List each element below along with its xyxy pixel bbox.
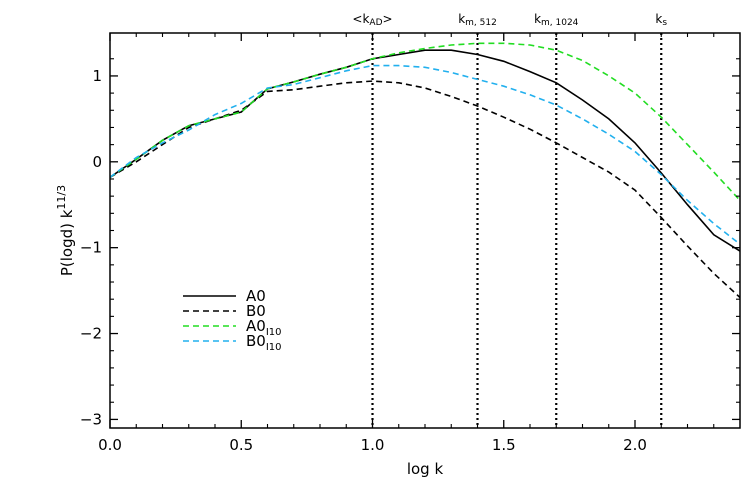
vertical-marker-label-main: <k: [352, 12, 369, 26]
series-line-0: [109, 49, 741, 252]
x-axis-label: log k: [407, 460, 444, 478]
series-line-1: [109, 80, 741, 299]
y-tick-label: 0: [92, 153, 102, 171]
legend-label-0: A0: [246, 287, 266, 305]
vertical-marker-label-main: k: [655, 12, 662, 26]
x-tick-label: 0.5: [229, 436, 253, 454]
y-axis-label-exponent: 11/3: [55, 185, 68, 210]
y-tick-labels: 1 0 −1 −2 −3: [80, 67, 102, 428]
series-line-3: [109, 64, 741, 245]
vertical-marker-label-2: km, 1024: [534, 12, 579, 28]
x-tick-label: 1.5: [492, 436, 516, 454]
y-axis-label-main: P(logd) k: [58, 209, 76, 276]
vertical-marker-label-0: <kAD>: [352, 12, 392, 28]
vertical-marker-labels: <kAD> km, 512 km, 1024 ks: [352, 12, 667, 28]
legend-label-sub: I10: [266, 327, 282, 338]
legend-label-main: B0: [246, 302, 266, 320]
vertical-marker-label-main: k: [534, 12, 541, 26]
legend-label-sub: I10: [266, 342, 282, 353]
y-axis-label: P(logd) k11/3: [55, 185, 76, 276]
legend-label-1: B0: [246, 302, 266, 320]
vertical-marker-label-sub: AD: [369, 18, 382, 28]
y-tick-label: 1: [92, 67, 102, 85]
x-tick-label: 2.0: [623, 436, 647, 454]
legend-label-2: A0I10: [246, 317, 282, 338]
y-tick-label: −3: [80, 410, 102, 428]
vertical-marker-label-3: ks: [655, 12, 667, 28]
series-lines: [109, 42, 741, 299]
legend-label-main: A0: [246, 287, 266, 305]
vertical-marker-label-suffix: >: [383, 12, 393, 26]
vertical-marker-label-sub: s: [662, 18, 667, 28]
y-tick-label: −1: [80, 239, 102, 257]
x-tick-label: 0.0: [98, 436, 122, 454]
legend-label-main: A0: [246, 317, 266, 335]
vertical-markers: [371, 33, 663, 428]
y-tick-label: −2: [80, 325, 102, 343]
x-tick-labels: 0.0 0.5 1.0 1.5 2.0: [98, 436, 647, 454]
legend-label-main: B0: [246, 332, 266, 350]
vertical-marker-label-sub: m, 512: [465, 18, 497, 28]
plot-frame: [109, 32, 741, 429]
vertical-marker-label-main: k: [458, 12, 465, 26]
axis-ticks: [109, 33, 740, 428]
legend-label-3: B0I10: [246, 332, 282, 353]
vertical-marker-label-sub: m, 1024: [541, 18, 579, 28]
x-tick-label: 1.0: [361, 436, 385, 454]
series-line-2: [109, 42, 741, 201]
vertical-marker-label-1: km, 512: [458, 12, 497, 28]
